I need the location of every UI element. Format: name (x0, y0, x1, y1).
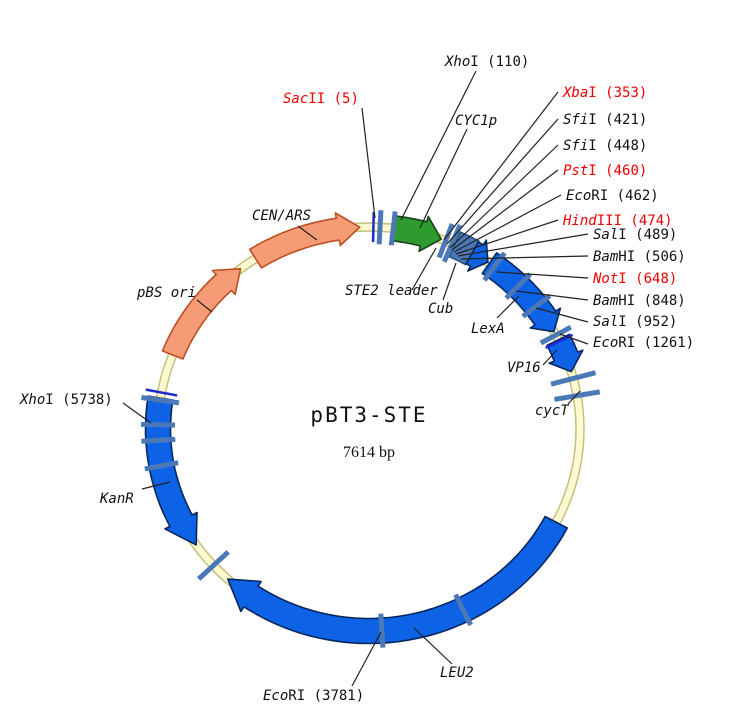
leader-line-cyc1p (419, 128, 468, 229)
label-ste2-leader: STE2 leader (345, 283, 438, 299)
leader-line-hind474 (455, 219, 559, 255)
tick-steel (521, 293, 552, 319)
tick-steel (504, 272, 532, 300)
label-bamhi-506: BamHI (506) (593, 249, 686, 265)
tick-steel (140, 395, 180, 406)
leader-line-xho5738 (122, 402, 152, 424)
leader-line-xho110 (400, 70, 477, 221)
leader-line-sal952 (535, 307, 589, 323)
label-ecori-3781: EcoRI (3781) (263, 688, 364, 704)
label-sali-489: SalI (489) (593, 227, 677, 243)
leader-line-lexa (496, 295, 520, 319)
leader-line-ste2 (411, 247, 437, 291)
label-ecori-1261: EcoRI (1261) (593, 335, 694, 351)
label-xbai-353: XbaI (353) (562, 85, 647, 101)
label-hindiii-474: HindIII (474) (562, 213, 673, 229)
label-lexa: LexA (471, 321, 505, 337)
leader-line-vp16 (542, 349, 558, 366)
label-bamhi-848: BamHI (848) (593, 293, 686, 309)
plasmid-size: 7614 bp (343, 444, 395, 461)
tick-royal (371, 212, 375, 243)
leader-line-eco1261 (559, 333, 589, 345)
feature-kanr (144, 395, 198, 546)
label-cub: Cub (428, 301, 453, 317)
feature-cyc1p (392, 215, 442, 253)
leader-line-leu2 (413, 627, 453, 665)
label-leu2: LEU2 (440, 665, 474, 681)
tick-royal (145, 388, 178, 397)
leader-line-bam848 (515, 290, 589, 301)
tick-steel (140, 421, 176, 428)
leader-line-eco462 (453, 194, 562, 253)
plasmid-title: pBT3-STE (310, 403, 428, 427)
label-psti-460: PstI (460) (563, 163, 647, 179)
feature-cen-ars (248, 212, 361, 269)
label-sali-952: SalI (952) (593, 314, 677, 330)
feature-leu2 (227, 515, 568, 645)
label-cen-ars: CEN/ARS (252, 208, 311, 224)
feature-cub (448, 231, 480, 266)
label-cyc1p: CYC1p (455, 113, 497, 129)
label-pbs-ori: pBS ori (136, 285, 196, 301)
label-sfii-421: SfiI (421) (563, 112, 647, 128)
leader-line-cub (442, 262, 457, 301)
tick-steel (550, 370, 597, 387)
leader-line-sfi448 (449, 144, 559, 249)
leader-line-pst460 (451, 169, 559, 251)
leader-line-cenars (297, 225, 318, 241)
feature-pbs-ori (161, 267, 242, 360)
tick-steel (144, 460, 179, 472)
label-sacii-5: SacII (5) (283, 91, 359, 107)
leader-line-not648 (496, 271, 589, 279)
tick-steel (378, 613, 386, 648)
leader-line-sacii (361, 107, 376, 219)
tick-steel (539, 324, 573, 346)
leader-line-pbsori (196, 299, 213, 313)
label-xhoi-5738: XhoI (5738) (19, 392, 113, 408)
label-noti-648: NotI (648) (592, 271, 677, 287)
tick-steel (554, 389, 601, 402)
leader-line-kanr (141, 481, 171, 490)
tick-steel (141, 436, 176, 444)
tick-steel (453, 593, 473, 627)
feature-linker (465, 239, 489, 272)
label-xhoi-110: XhoI (110) (444, 54, 529, 70)
label-sfii-448: SfiI (448) (563, 138, 647, 154)
tick-steel (436, 223, 455, 259)
label-ecori-462: EcoRI (462) (566, 188, 659, 204)
label-vp16: VP16 (507, 360, 541, 376)
tick-steel (388, 211, 398, 246)
leader-line-cyct (567, 390, 581, 405)
leader-line-sfi421 (446, 118, 559, 245)
leader-line-xba (443, 91, 559, 241)
leader-line-eco3781 (351, 631, 382, 687)
label-kanr: KanR (99, 491, 134, 507)
label-cyct: cycT (535, 403, 570, 419)
leader-line-bam506 (460, 255, 589, 260)
tick-steel (376, 210, 384, 245)
leader-line-sal489 (457, 233, 589, 257)
tick-steel (196, 550, 230, 581)
tick-steel (441, 223, 463, 263)
